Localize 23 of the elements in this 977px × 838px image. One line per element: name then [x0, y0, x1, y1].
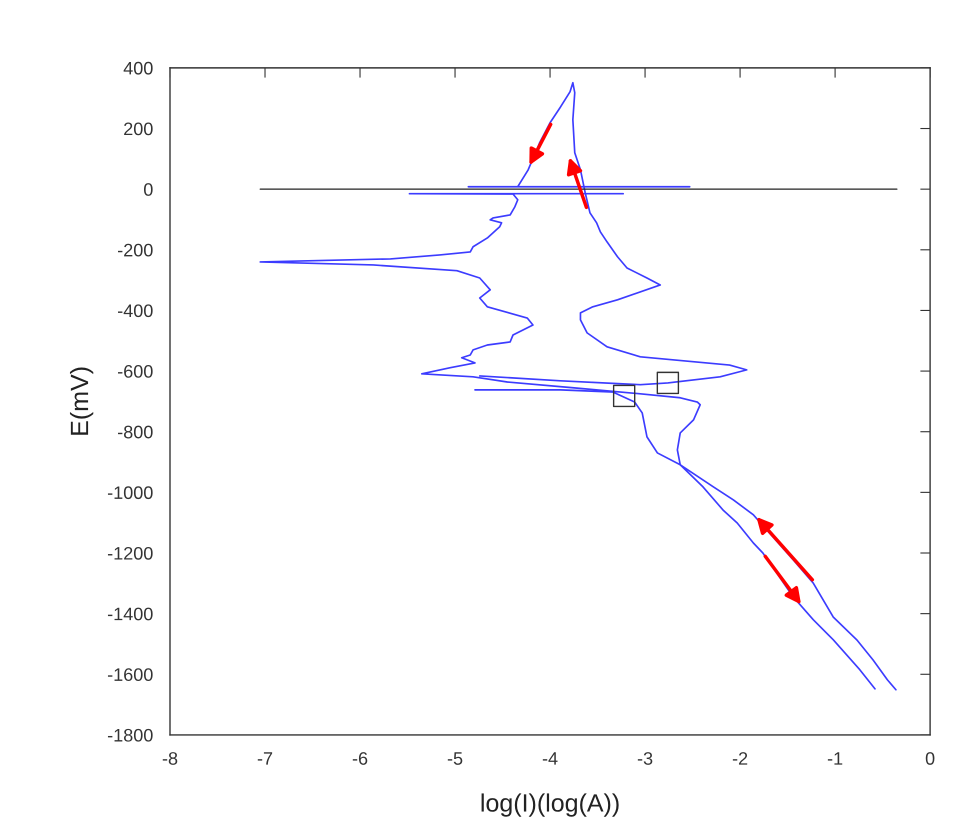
x-tick-label: -3: [638, 752, 652, 765]
x-tick-label: -6: [352, 752, 368, 765]
x-tick-label: -5: [448, 752, 462, 765]
y-tick-label: -200: [118, 244, 153, 257]
x-tick-label: -2: [732, 752, 748, 765]
y-tick-label: -1600: [108, 668, 153, 682]
y-tick-label: -400: [118, 304, 153, 318]
y-tick-label: 0: [144, 183, 153, 196]
y-tick-label: -1200: [108, 546, 153, 560]
x-tick-label: -7: [258, 752, 272, 765]
y-tick-label: -600: [118, 365, 153, 378]
y-tick-label: -800: [118, 426, 153, 438]
x-tick-label: -1: [828, 752, 842, 765]
y-tick-label: -1400: [108, 608, 153, 620]
y-tick-label: -1000: [108, 486, 153, 500]
y-tick-label: -1800: [108, 728, 153, 742]
x-tick-label: -8: [162, 752, 178, 765]
y-axis-title: E(mV): [70, 368, 94, 435]
x-tick-label: 0: [926, 752, 934, 765]
x-axis-title: log(I)(log(A)): [482, 793, 619, 817]
y-tick-label: 200: [124, 122, 153, 136]
x-tick-label: -4: [542, 752, 558, 765]
y-tick-label: 400: [124, 62, 153, 75]
